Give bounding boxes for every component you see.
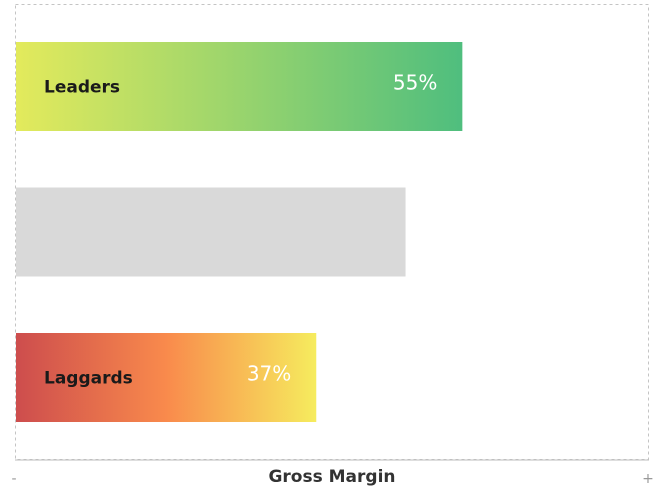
- bar-benchmark: [16, 187, 406, 277]
- bar-category-label: Leaders: [44, 78, 120, 98]
- x-axis-title: Gross Margin: [268, 467, 395, 487]
- bars-layer: Leaders 55% Laggards 37%: [16, 42, 463, 422]
- bar-laggards: [16, 333, 317, 422]
- bar-leaders: [16, 42, 463, 131]
- axis-max-label: +: [642, 471, 654, 487]
- bar-category-label: Laggards: [44, 369, 133, 389]
- axis-min-label: -: [11, 471, 16, 487]
- bar-value-label: 37%: [247, 362, 291, 386]
- bar-value-label: 55%: [393, 71, 437, 95]
